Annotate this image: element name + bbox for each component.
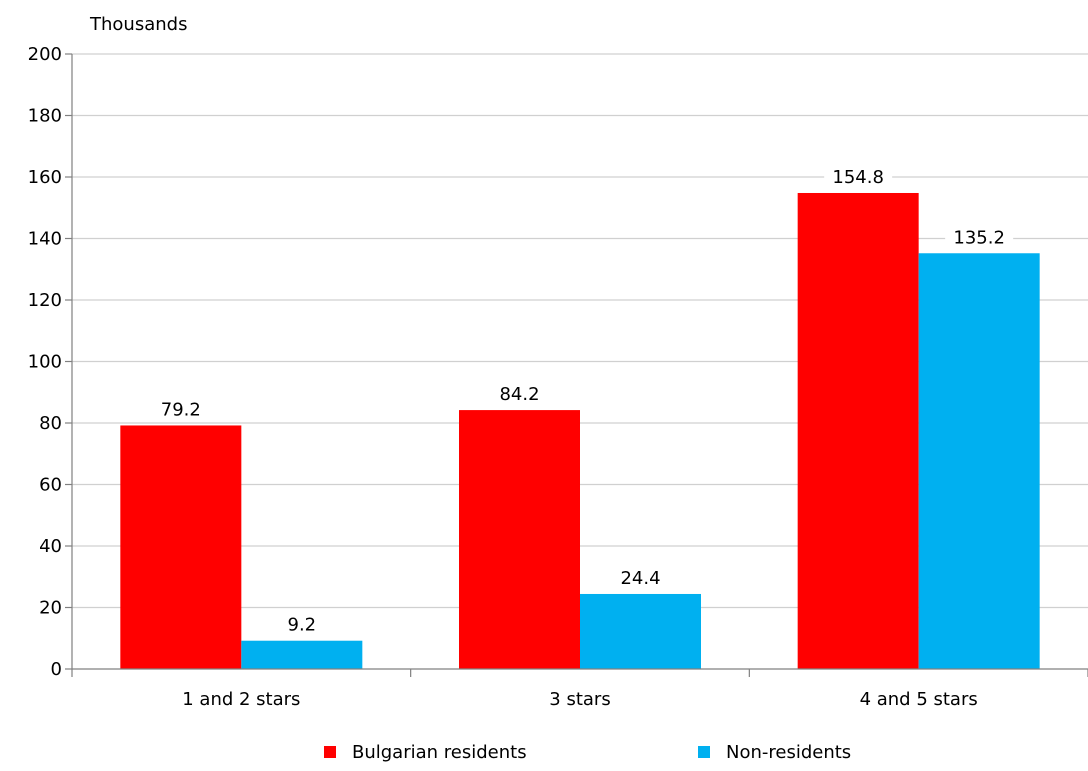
legend-swatch [698, 746, 710, 758]
axes [71, 54, 1088, 677]
y-tick-label: 180 [28, 106, 62, 127]
bar [241, 640, 363, 669]
data-label-background [824, 161, 893, 189]
bars [120, 192, 1040, 670]
y-axis-ticks: 0 20 40 60 80 100 120 140 160 180 200 [28, 44, 72, 680]
legend-label: Non-residents [726, 742, 851, 763]
y-tick-label: 80 [39, 413, 62, 434]
data-label: 24.4 [620, 568, 660, 589]
y-tick-label: 0 [51, 659, 62, 680]
legend: Bulgarian residents Non-residents [324, 742, 851, 763]
x-category-label: 1 and 2 stars [182, 689, 300, 710]
data-label: 135.2 [953, 227, 1005, 248]
y-tick-label: 60 [39, 475, 62, 496]
bar [459, 410, 580, 669]
y-tick-label: 20 [39, 598, 62, 619]
y-tick-label: 140 [28, 229, 62, 250]
data-label-background [267, 609, 336, 637]
data-label: 9.2 [288, 615, 317, 636]
x-category-label: 3 stars [549, 689, 610, 710]
y-tick-label: 100 [28, 352, 62, 373]
y-axis-unit-label: Thousands [89, 14, 187, 35]
legend-label: Bulgarian residents [352, 742, 527, 763]
y-tick-label: 120 [28, 290, 62, 311]
y-tick-label: 160 [28, 167, 62, 188]
bar [580, 593, 701, 669]
data-label-background [606, 562, 675, 590]
bar [797, 192, 919, 670]
y-tick-label: 200 [28, 44, 62, 65]
legend-swatch [324, 746, 336, 758]
data-label: 84.2 [499, 384, 539, 405]
data-label: 79.2 [161, 399, 201, 420]
x-axis-labels: 1 and 2 stars 3 stars 4 and 5 stars [182, 689, 978, 710]
y-tick-label: 40 [39, 536, 62, 557]
data-label-background [146, 394, 215, 422]
x-category-label: 4 and 5 stars [860, 689, 978, 710]
data-label: 154.8 [832, 167, 884, 188]
data-label-background [485, 379, 554, 407]
bar [120, 425, 242, 669]
data-labels: 79.2 9.2 84.2 24.4 154.8 135.2 [146, 161, 1014, 637]
bar [918, 253, 1040, 669]
data-label-background [945, 222, 1014, 250]
